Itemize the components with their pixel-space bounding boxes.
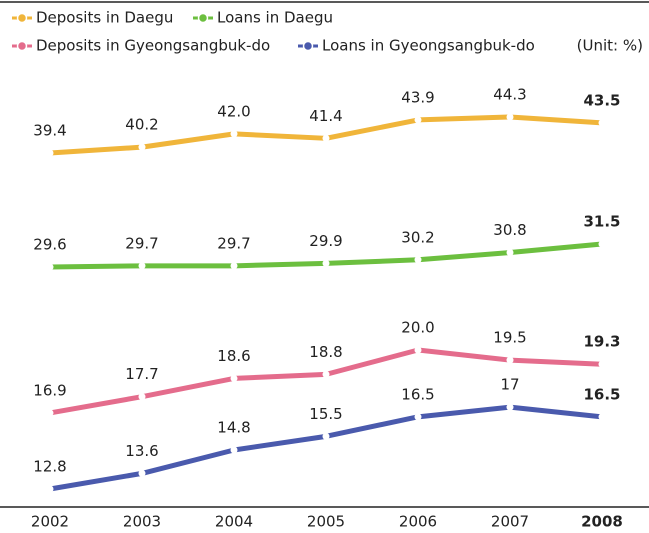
data-label: 17 <box>500 376 519 394</box>
point <box>598 360 606 368</box>
legend-marker <box>302 40 314 52</box>
data-label: 42.0 <box>217 102 250 120</box>
data-label: 40.2 <box>125 116 158 134</box>
data-label: 29.9 <box>309 232 342 250</box>
point <box>138 143 146 151</box>
data-label: 19.5 <box>493 329 526 347</box>
x-tick-label: 2004 <box>215 513 253 531</box>
data-label: 16.5 <box>401 385 434 403</box>
point <box>322 432 330 440</box>
data-label: 14.8 <box>217 419 250 437</box>
data-label: 18.6 <box>217 347 250 365</box>
x-tick-label: 2003 <box>123 513 161 531</box>
data-label: 41.4 <box>309 107 342 125</box>
data-label: 20.0 <box>401 319 434 337</box>
point <box>598 413 606 421</box>
data-label: 44.3 <box>493 85 526 103</box>
data-label: 39.4 <box>33 122 66 140</box>
legend-marker <box>16 12 28 24</box>
point <box>598 119 606 127</box>
legend-label: Loans in Daegu <box>217 9 333 27</box>
point <box>230 130 238 138</box>
data-label: 30.2 <box>401 228 434 246</box>
point <box>46 149 54 157</box>
point <box>322 370 330 378</box>
data-label: 30.8 <box>493 221 526 239</box>
point <box>138 469 146 477</box>
point <box>46 263 54 271</box>
point <box>506 356 514 364</box>
legend-label: Deposits in Gyeongsangbuk-do <box>36 37 270 55</box>
data-label: 12.8 <box>33 458 66 476</box>
legend-label: Loans in Gyeongsangbuk-do <box>322 37 535 55</box>
data-label: 43.5 <box>583 91 620 109</box>
data-label: 13.6 <box>125 442 158 460</box>
point <box>414 413 422 421</box>
point <box>598 240 606 248</box>
data-label: 18.8 <box>309 343 342 361</box>
point <box>322 259 330 267</box>
data-label: 16.5 <box>583 385 620 403</box>
data-label: 15.5 <box>309 405 342 423</box>
point <box>414 116 422 124</box>
data-label: 43.9 <box>401 88 434 106</box>
x-tick-label: 2002 <box>31 513 69 531</box>
x-tick-label: 2007 <box>491 513 529 531</box>
data-label: 29.7 <box>217 234 250 252</box>
x-tick-label: 2005 <box>307 513 345 531</box>
data-label: 16.9 <box>33 381 66 399</box>
point <box>138 262 146 270</box>
point <box>230 262 238 270</box>
point <box>506 249 514 257</box>
legend-marker <box>16 40 28 52</box>
point <box>506 403 514 411</box>
data-label: 31.5 <box>583 213 620 231</box>
data-label: 19.3 <box>583 333 620 351</box>
data-label: 29.7 <box>125 234 158 252</box>
data-label: 17.7 <box>125 365 158 383</box>
unit-label: (Unit: %) <box>577 37 643 55</box>
point <box>46 485 54 493</box>
point <box>138 393 146 401</box>
point <box>46 409 54 417</box>
data-label: 29.6 <box>33 236 66 254</box>
point <box>414 346 422 354</box>
legend-label: Deposits in Daegu <box>36 9 173 27</box>
point <box>506 113 514 121</box>
x-tick-label: 2008 <box>581 513 623 531</box>
point <box>230 374 238 382</box>
x-tick-label: 2006 <box>399 513 437 531</box>
point <box>230 446 238 454</box>
point <box>414 256 422 264</box>
point <box>322 134 330 142</box>
legend-marker <box>197 12 209 24</box>
